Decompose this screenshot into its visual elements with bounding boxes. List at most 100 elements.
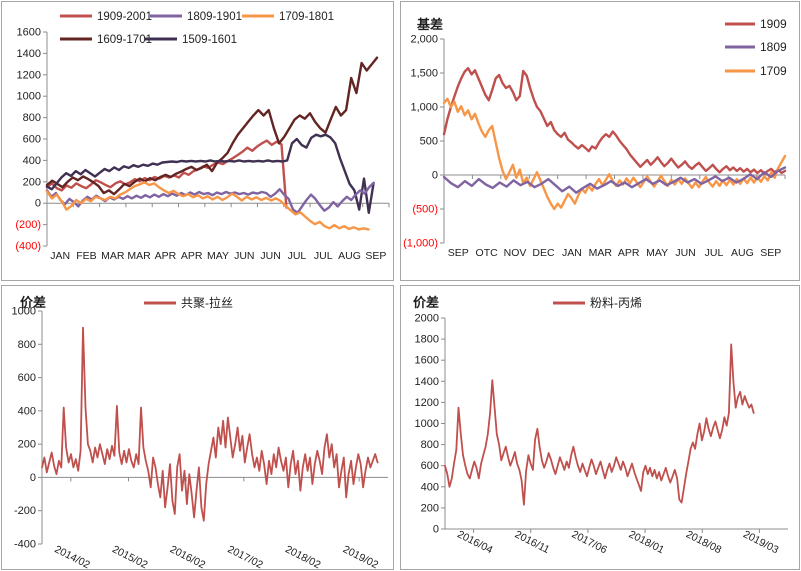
y-axis-label: -200 [14, 505, 36, 517]
legend-label-1709: 1709 [760, 64, 787, 78]
y-axis-label: 800 [18, 339, 36, 351]
x-axis-label: 2014/02 [53, 543, 92, 569]
x-axis-label: AUG [731, 247, 754, 259]
y-axis-label: 0 [35, 198, 41, 210]
x-axis-label: 2016/11 [513, 529, 552, 557]
y-axis-label: (200) [15, 219, 41, 231]
x-axis-label: JUL [288, 250, 307, 262]
x-axis-label: OTC [476, 247, 499, 259]
legend-label-粉料-丙烯: 粉料-丙烯 [590, 296, 642, 310]
plot-copolymer-raffia-spread: 1000 800 600 400 200 0 -200 -400 2014/02 2015/02 2… [12, 295, 388, 569]
chart-title-price-spread-left: 价差 [20, 295, 47, 310]
x-axis-label: JAN [50, 250, 70, 262]
chart-panel-copolymer-raffia-spread: 价差 1000 800 600 400 200 0 -200 -400 2014/02 2015/… [1, 285, 394, 570]
x-axis-label: APR [155, 250, 177, 262]
y-axis-label: 800 [23, 112, 41, 124]
x-axis-label: SEP [448, 247, 469, 259]
x-axis-label: MAY [207, 250, 229, 262]
plot-basis: 2,000 1,500 1,000 500 0 (500) (1,000) SEP OTC NOV… [403, 17, 787, 259]
x-axis-label: APR [618, 247, 640, 259]
chart-title-basis: 基差 [417, 17, 444, 32]
y-axis-label: 200 [421, 502, 439, 514]
y-axis-label: -400 [14, 539, 36, 551]
legend-label-共聚-拉丝: 共聚-拉丝 [181, 295, 233, 310]
legend-label-1909-2001: 1909-2001 [97, 11, 152, 23]
y-axis-label: (1,000) [403, 238, 438, 250]
y-axis-label: 2,000 [410, 34, 438, 46]
x-axis-label: JUN [675, 247, 695, 259]
x-axis-label: MAY [646, 247, 668, 259]
x-axis-label: 2016/02 [168, 543, 207, 569]
series-line-1909-2001 [45, 139, 288, 209]
x-axis-label: JUN [260, 250, 280, 262]
x-axis-label: SEP [760, 247, 781, 259]
x-axis-label: MAR [101, 250, 125, 262]
x-axis-label: MAR [127, 250, 151, 262]
y-axis-label: 2000 [415, 313, 439, 325]
y-axis-label: 0 [433, 524, 439, 536]
y-axis-label: 0 [30, 472, 36, 484]
plot-contract-spreads: 1600 1400 1200 1000 800 600 400 200 0 (200) (400) J… [15, 11, 390, 262]
chart-panel-contract-spreads: 1600 1400 1200 1000 800 600 400 200 0 (200) (400) J… [1, 1, 394, 281]
x-axis-label: 2018/01 [627, 528, 666, 556]
x-axis-label: 2015/02 [110, 543, 149, 569]
series-line-1509-1601 [45, 133, 375, 215]
legend-label-1709-1801: 1709-1801 [279, 11, 334, 23]
y-axis-label: 1000 [12, 306, 36, 318]
series-line-1809 [442, 166, 787, 194]
y-axis-label: 1,000 [410, 102, 438, 114]
legend-label-1809: 1809 [760, 40, 787, 54]
x-axis-label: NOV [504, 247, 527, 259]
x-axis-label: FEB [76, 250, 96, 262]
chart-title-price-spread-right: 价差 [413, 295, 440, 310]
x-axis-label: 2019/02 [341, 543, 380, 569]
x-axis-label: 2019/03 [741, 528, 780, 556]
x-axis-label: 2018/08 [684, 528, 723, 556]
y-axis-label: 1600 [415, 355, 439, 367]
x-axis-label: DEC [532, 247, 555, 259]
x-axis-label: JUN [234, 250, 254, 262]
x-axis-label: SEP [365, 250, 386, 262]
y-axis-label: 1200 [415, 397, 439, 409]
series-line-粉料-丙烯 [444, 343, 755, 506]
x-axis-label: 2017/06 [570, 528, 609, 556]
y-axis-label: 400 [18, 405, 36, 417]
x-axis-label: 2018/02 [283, 543, 322, 569]
y-axis-label: 200 [23, 176, 41, 188]
x-axis-label: JUL [314, 250, 333, 262]
legend-label-1909: 1909 [760, 17, 787, 31]
y-axis-label: (500) [412, 204, 438, 216]
y-axis-label: 400 [23, 155, 41, 167]
x-axis-label: MAR [589, 247, 613, 259]
chart-panel-powder-propylene-spread: 价差 2000 1800 1600 1400 1200 1000 800 600 400 200 0… [400, 285, 800, 570]
y-axis-label: 500 [420, 136, 438, 148]
y-axis-label: 1800 [415, 334, 439, 346]
y-axis-label: 1400 [415, 376, 439, 388]
x-axis-label: 2017/02 [226, 543, 265, 569]
chart-panel-basis: 基差 2,000 1,500 1,000 500 0 (500) (1,000) SEP OTC… [400, 1, 800, 281]
x-axis-label: 2016/04 [455, 528, 494, 556]
y-axis-label: 200 [18, 439, 36, 451]
legend-label-1509-1601: 1509-1601 [182, 34, 237, 46]
y-axis-label: 800 [421, 439, 439, 451]
y-axis-label: 1000 [415, 418, 439, 430]
y-axis-label: 600 [23, 134, 41, 146]
series-line-1609-1701 [45, 56, 379, 196]
y-axis-label: 1200 [17, 69, 41, 81]
y-axis-label: 0 [432, 170, 438, 182]
series-line-1709 [442, 97, 787, 211]
x-axis-label: JAN [562, 247, 582, 259]
y-axis-label: 600 [421, 460, 439, 472]
series-line-1709-1801 [45, 181, 370, 231]
y-axis-label: 1,500 [410, 68, 438, 80]
x-axis-label: JUL [705, 247, 724, 259]
y-axis-label: 1400 [17, 48, 41, 60]
y-axis-label: 600 [18, 372, 36, 384]
y-axis-label: (400) [15, 241, 41, 253]
x-axis-label: APR [181, 250, 203, 262]
series-line-1909 [442, 66, 787, 175]
x-axis-label: AUG [338, 250, 361, 262]
y-axis-label: 1000 [17, 91, 41, 103]
